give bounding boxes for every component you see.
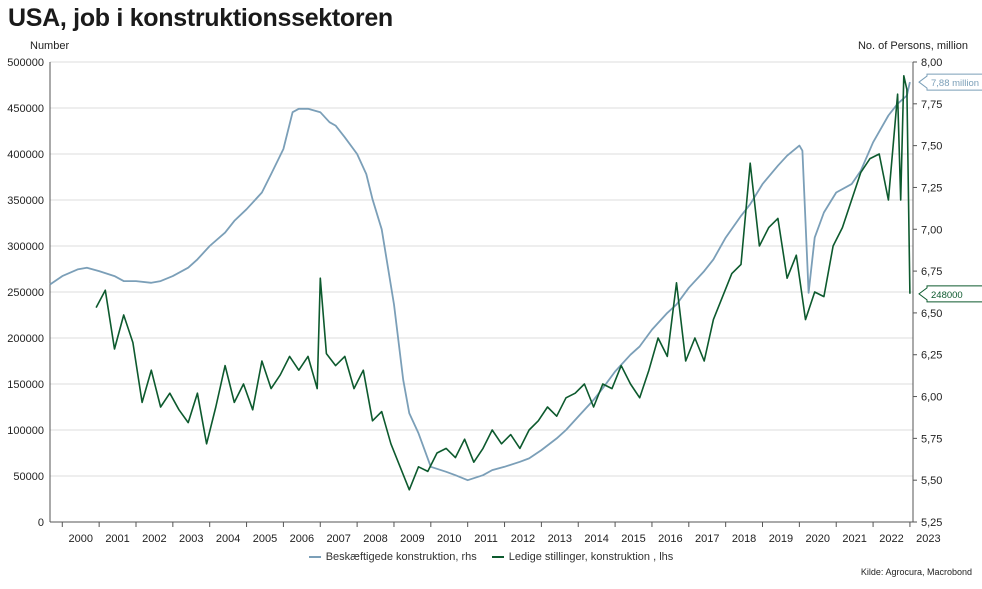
employment-series-line-end-box bbox=[918, 73, 982, 91]
y-left-tick-label: 100000 bbox=[7, 425, 44, 437]
y-right-tick-label: 6,00 bbox=[921, 392, 942, 404]
y-left-tick-label: 200000 bbox=[7, 333, 44, 345]
y-left-tick-label: 350000 bbox=[7, 195, 44, 207]
x-tick-label: 2006 bbox=[290, 533, 314, 545]
y-left-tick-label: 50000 bbox=[13, 471, 44, 483]
x-tick-label: 2003 bbox=[179, 533, 203, 545]
chart-title: USA, job i konstruktionssektoren bbox=[8, 4, 393, 32]
x-tick-label: 2011 bbox=[474, 533, 498, 545]
legend-swatch-employment bbox=[308, 556, 321, 558]
y-right-tick-label: 5,25 bbox=[921, 517, 942, 529]
y-left-tick-label: 250000 bbox=[7, 287, 44, 299]
openings-series-line-end-marker: 248000 bbox=[918, 285, 982, 303]
x-tick-label: 2021 bbox=[842, 533, 866, 545]
x-tick-label: 2001 bbox=[105, 533, 129, 545]
y-left-tick-label: 150000 bbox=[7, 379, 44, 391]
y-right-tick-label: 5,75 bbox=[921, 433, 942, 445]
legend-swatch-openings bbox=[491, 556, 504, 558]
legend-item-openings: Ledige stillinger, konstruktion , lhs bbox=[491, 551, 674, 563]
openings-series-line-end-box bbox=[918, 285, 982, 303]
y-left-tick-label: 300000 bbox=[7, 241, 44, 253]
openings-series-line bbox=[95, 75, 911, 491]
y-left-tick-label: 400000 bbox=[7, 149, 44, 161]
y-right-tick-label: 7,75 bbox=[921, 99, 942, 111]
x-tick-label: 2018 bbox=[732, 533, 756, 545]
x-tick-label: 2022 bbox=[879, 533, 903, 545]
left-axis-unit: Number bbox=[30, 40, 70, 52]
x-tick-label: 2008 bbox=[363, 533, 387, 545]
y-right-tick-label: 6,25 bbox=[921, 350, 942, 362]
x-tick-label: 2007 bbox=[326, 533, 350, 545]
x-tick-label: 2002 bbox=[142, 533, 166, 545]
legend-label-openings: Ledige stillinger, konstruktion , lhs bbox=[508, 551, 674, 563]
y-left-tick-label: 0 bbox=[38, 517, 44, 529]
x-tick-label: 2016 bbox=[658, 533, 682, 545]
legend-item-employment: Beskæftigede konstruktion, rhs bbox=[308, 551, 477, 563]
x-tick-label: 2014 bbox=[584, 533, 608, 545]
x-tick-label: 2004 bbox=[216, 533, 240, 545]
x-tick-label: 2015 bbox=[621, 533, 645, 545]
y-right-tick-label: 7,50 bbox=[921, 141, 942, 153]
employment-series-line bbox=[49, 81, 911, 482]
x-tick-label: 2023 bbox=[916, 533, 940, 545]
x-tick-label: 2000 bbox=[68, 533, 92, 545]
legend: Beskæftigede konstruktion, rhs Ledige st… bbox=[0, 549, 982, 563]
y-right-tick-label: 8,00 bbox=[921, 57, 942, 69]
x-tick-label: 2013 bbox=[548, 533, 572, 545]
x-tick-label: 2012 bbox=[511, 533, 535, 545]
legend-label-employment: Beskæftigede konstruktion, rhs bbox=[325, 551, 477, 563]
employment-series-line-end-label: 7,88 million bbox=[931, 78, 979, 89]
y-right-tick-label: 6,75 bbox=[921, 266, 942, 278]
y-right-tick-label: 5,50 bbox=[921, 475, 942, 487]
x-tick-label: 2010 bbox=[437, 533, 461, 545]
y-right-tick-label: 7,25 bbox=[921, 182, 942, 194]
x-tick-label: 2009 bbox=[400, 533, 424, 545]
employment-series-line-end-marker: 7,88 million bbox=[918, 73, 982, 91]
x-tick-label: 2019 bbox=[769, 533, 793, 545]
y-left-tick-label: 450000 bbox=[7, 103, 44, 115]
x-tick-label: 2017 bbox=[695, 533, 719, 545]
y-right-tick-label: 7,00 bbox=[921, 224, 942, 236]
source-note: Kilde: Agrocura, Macrobond bbox=[860, 567, 972, 577]
x-tick-label: 2020 bbox=[806, 533, 830, 545]
x-tick-label: 2005 bbox=[253, 533, 277, 545]
y-left-tick-label: 500000 bbox=[7, 57, 44, 69]
openings-series-line-end-label: 248000 bbox=[931, 290, 963, 301]
y-right-tick-label: 6,50 bbox=[921, 308, 942, 320]
right-axis-unit: No. of Persons, million bbox=[857, 40, 968, 52]
